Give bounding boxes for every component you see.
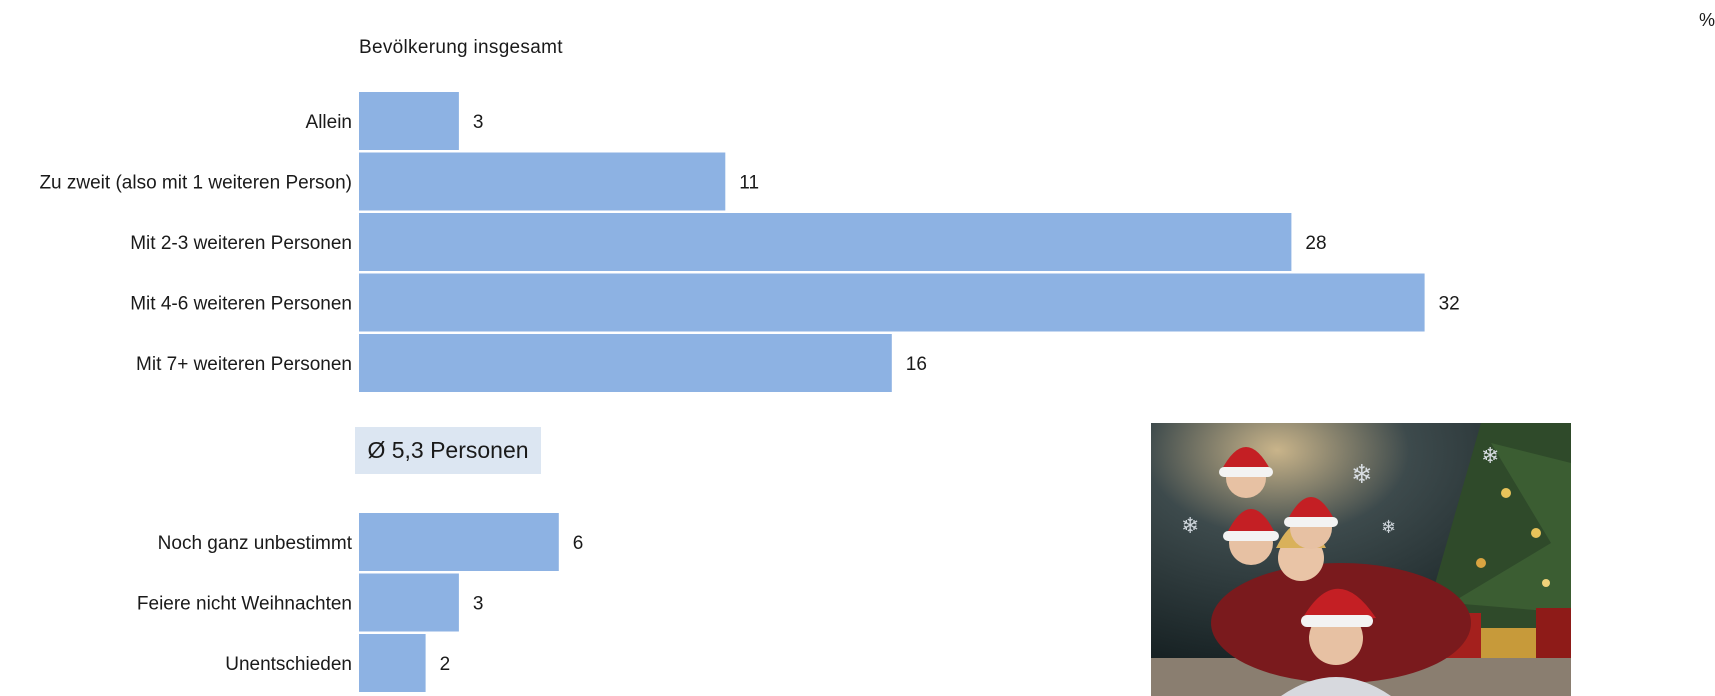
svg-text:❄: ❄ — [1481, 444, 1499, 469]
value-label-0-1: 11 — [739, 173, 759, 194]
christmas-family-photo: ❄ ❄ ❄ ❄ — [1151, 423, 1571, 696]
bar-0-3 — [359, 273, 1425, 332]
bar-0-4 — [359, 334, 892, 392]
category-label-0-3: Mit 4-6 weiteren Personen — [130, 294, 352, 315]
value-label-1-0: 6 — [573, 533, 584, 554]
value-label-1-1: 3 — [473, 594, 484, 615]
category-label-1-1: Feiere nicht Weihnachten — [137, 594, 352, 615]
svg-text:❄: ❄ — [1181, 514, 1199, 539]
category-label-0-2: Mit 2-3 weiteren Personen — [130, 233, 352, 254]
category-label-0-1: Zu zweit (also mit 1 weiteren Person) — [39, 173, 352, 194]
value-label-0-4: 16 — [906, 354, 927, 375]
category-label-1-0: Noch ganz unbestimmt — [158, 533, 353, 554]
svg-text:❄: ❄ — [1351, 460, 1373, 490]
bar-1-0 — [359, 513, 559, 571]
value-label-0-3: 32 — [1439, 294, 1460, 315]
value-label-1-2: 2 — [440, 654, 451, 675]
category-label-0-0: Allein — [306, 112, 352, 133]
category-label-1-2: Unentschieden — [225, 654, 352, 675]
value-label-0-2: 28 — [1305, 233, 1326, 254]
category-label-0-4: Mit 7+ weiteren Personen — [136, 354, 352, 375]
bar-1-1 — [359, 573, 459, 632]
chart-subtitle: Bevölkerung insgesamt — [359, 37, 563, 58]
average-box: Ø 5,3 Personen — [355, 427, 541, 474]
value-label-0-0: 3 — [473, 112, 484, 133]
unit-label: % — [1698, 10, 1715, 30]
svg-text:❄: ❄ — [1381, 517, 1396, 538]
bar-0-0 — [359, 92, 459, 150]
bar-1-2 — [359, 634, 426, 692]
bar-0-2 — [359, 213, 1292, 271]
bar-0-1 — [359, 152, 726, 211]
